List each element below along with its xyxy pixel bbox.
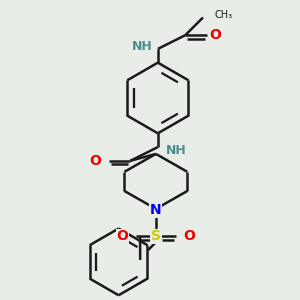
Text: O: O — [89, 154, 101, 168]
Text: CH₃: CH₃ — [215, 10, 233, 20]
Text: O: O — [116, 230, 128, 243]
Text: N: N — [150, 203, 162, 217]
Text: O: O — [209, 28, 221, 42]
Text: NH: NH — [132, 40, 153, 53]
Text: O: O — [183, 230, 195, 243]
Text: NH: NH — [166, 145, 187, 158]
Text: S: S — [151, 230, 161, 243]
